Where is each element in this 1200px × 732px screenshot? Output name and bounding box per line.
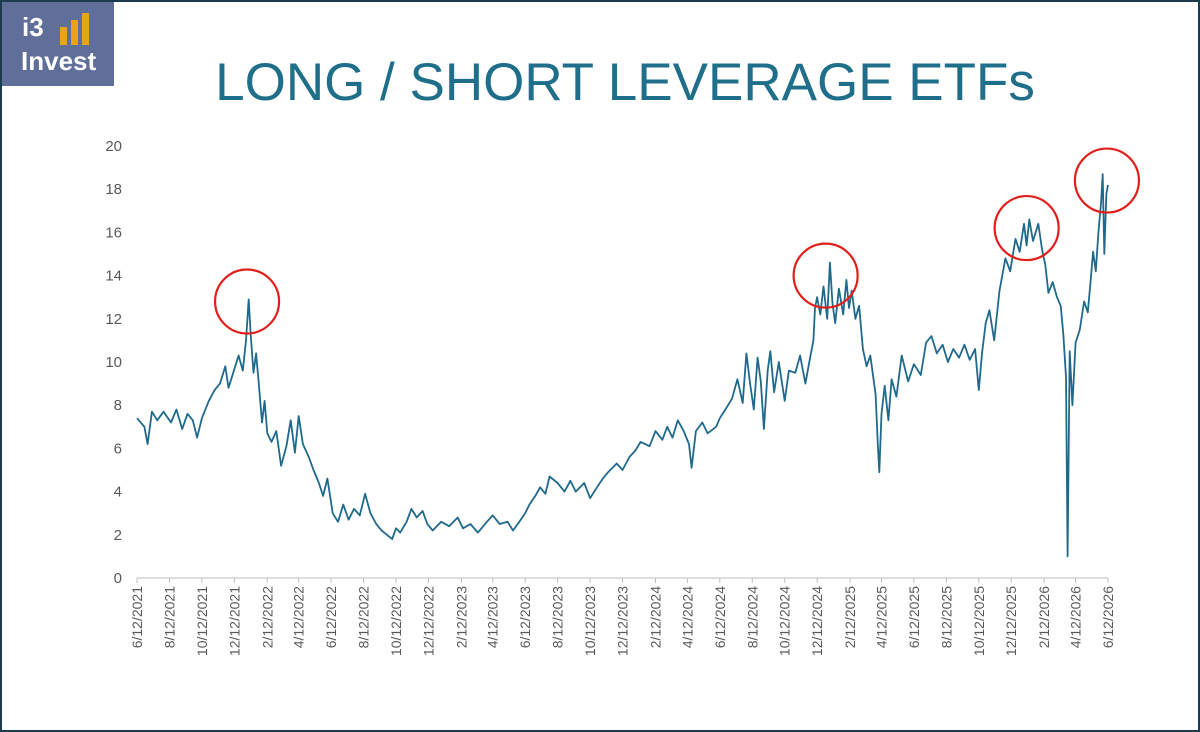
y-tick-label: 14: [105, 268, 122, 285]
x-tick-label: 10/12/2024: [777, 586, 793, 656]
x-tick-label: 8/12/2025: [938, 586, 954, 648]
highlight-circle: [792, 242, 859, 309]
x-tick-label: 8/12/2022: [356, 586, 372, 648]
y-tick-label: 12: [105, 311, 122, 328]
y-tick-label: 2: [114, 527, 122, 544]
x-tick-label: 2/12/2026: [1036, 586, 1052, 648]
x-tick-label: 6/12/2021: [129, 586, 145, 648]
highlight-circle: [993, 194, 1060, 262]
y-tick-label: 4: [114, 484, 122, 501]
x-tick-label: 12/12/2021: [226, 586, 242, 656]
y-tick-label: 6: [114, 440, 122, 457]
x-tick-label: 2/12/2024: [647, 586, 663, 648]
i3-invest-logo: i3 Invest: [2, 2, 114, 86]
x-tick-label: 10/12/2025: [971, 586, 987, 656]
x-tick-label: 10/12/2023: [582, 586, 598, 656]
x-tick-label: 2/12/2022: [259, 586, 275, 648]
x-tick-label: 6/12/2022: [323, 586, 339, 648]
x-tick-label: 6/12/2026: [1100, 586, 1116, 648]
x-tick-label: 2/12/2025: [842, 586, 858, 648]
x-tick-label: 12/12/2023: [615, 586, 631, 656]
highlight-circle: [1073, 147, 1141, 214]
y-tick-label: 16: [105, 224, 122, 241]
x-tick-label: 6/12/2025: [906, 586, 922, 648]
y-tick-label: 18: [105, 181, 122, 198]
highlight-circle: [213, 268, 281, 335]
x-tick-label: 2/12/2023: [453, 586, 469, 648]
logo-text-invest: Invest: [21, 46, 97, 76]
x-tick-label: 12/12/2024: [809, 586, 825, 656]
y-tick-label: 20: [105, 138, 122, 155]
x-tick-label: 8/12/2023: [550, 586, 566, 648]
y-tick-label: 10: [105, 354, 122, 371]
x-tick-label: 4/12/2023: [485, 586, 501, 648]
x-tick-label: 4/12/2026: [1068, 586, 1084, 648]
x-tick-label: 10/12/2021: [194, 586, 210, 656]
x-tick-label: 8/12/2021: [161, 586, 177, 648]
bar-chart-icon: [60, 13, 89, 45]
x-tick-label: 8/12/2024: [744, 586, 760, 648]
x-tick-label: 12/12/2022: [420, 586, 436, 656]
x-tick-label: 10/12/2022: [388, 586, 404, 656]
logo-text-i3: i3: [22, 12, 44, 42]
y-tick-label: 0: [114, 570, 122, 587]
x-tick-label: 4/12/2022: [291, 586, 307, 648]
x-tick-label: 6/12/2023: [517, 586, 533, 648]
chart-title: LONG / SHORT LEVERAGE ETFs: [215, 53, 1035, 112]
series-line: [136, 173, 1109, 558]
y-tick-label: 8: [114, 397, 122, 414]
x-tick-label: 6/12/2024: [712, 586, 728, 648]
x-tick-label: 4/12/2024: [679, 586, 695, 648]
x-tick-label: 4/12/2025: [873, 586, 889, 648]
x-tick-label: 12/12/2025: [1003, 586, 1019, 656]
